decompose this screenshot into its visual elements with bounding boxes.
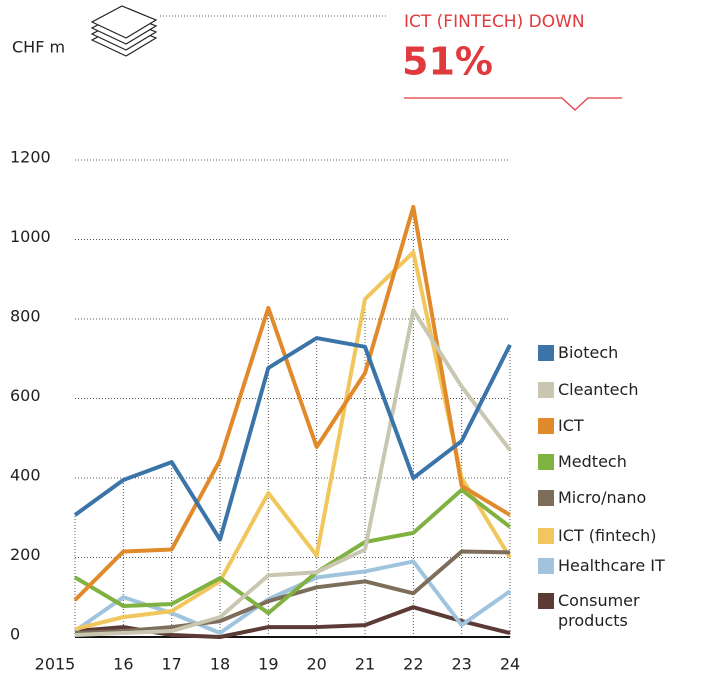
legend-swatch (538, 454, 554, 470)
annotation-rule (404, 97, 622, 111)
legend-label: Cleantech (558, 380, 639, 399)
legend-label: Medtech (558, 452, 627, 471)
series-line (73, 336, 512, 542)
x-tick-label: 24 (500, 655, 520, 674)
y-tick-label: 1000 (10, 227, 51, 246)
legend-swatch (538, 528, 554, 544)
legend-label: Micro/nano (558, 488, 647, 507)
y-tick-label: 600 (10, 386, 41, 405)
annotation-value: 51% (402, 40, 493, 84)
y-tick-label: 0 (10, 625, 20, 644)
x-tick-label: 2015 (35, 655, 76, 674)
x-tick-label: 17 (161, 655, 181, 674)
x-tick-label: 16 (113, 655, 133, 674)
x-tick-label: 22 (403, 655, 423, 674)
legend-swatch (538, 558, 554, 574)
legend-label: Consumer products (558, 591, 640, 630)
series-line (73, 487, 512, 616)
x-tick-label: 18 (210, 655, 230, 674)
y-tick-label: 800 (10, 307, 41, 326)
unit-label: CHF m (12, 38, 65, 57)
series-line (74, 250, 512, 631)
legend-label: Biotech (558, 343, 619, 362)
legend-swatch (538, 593, 554, 609)
money-icon (90, 5, 158, 57)
legend-label: ICT (558, 416, 584, 435)
x-tick-label: 23 (451, 655, 471, 674)
annotation-title: ICT (FINTECH) DOWN (404, 12, 585, 32)
y-tick-label: 200 (10, 545, 41, 564)
legend-swatch (538, 345, 554, 361)
series-line (74, 308, 512, 638)
x-tick-label: 20 (306, 655, 326, 674)
legend-label: ICT (fintech) (558, 526, 657, 545)
legend-swatch (538, 490, 554, 506)
y-tick-label: 1200 (10, 148, 51, 167)
x-tick-label: 19 (258, 655, 278, 674)
legend-swatch (538, 382, 554, 398)
legend-swatch (538, 418, 554, 434)
legend-label: Healthcare IT (558, 556, 665, 575)
y-tick-label: 400 (10, 466, 41, 485)
x-tick-label: 21 (355, 655, 375, 674)
